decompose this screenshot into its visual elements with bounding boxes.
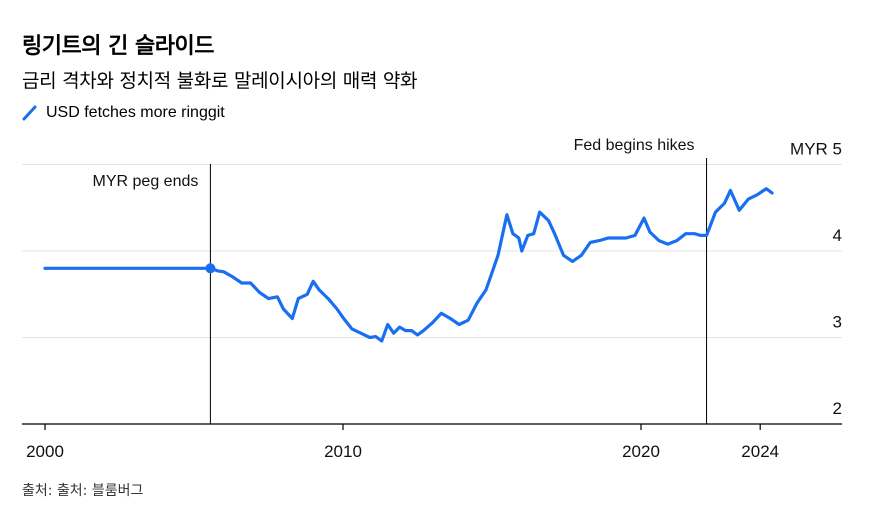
legend-label: USD fetches more ringgit [46,104,225,121]
annotation-label: Fed begins hikes [574,137,695,154]
chart-title: 링기트의 긴 슬라이드 [22,34,214,59]
annotation-label: MYR peg ends [93,173,199,190]
y-tick-label: MYR 5 [790,140,842,159]
x-tick-label: 2024 [741,442,779,461]
x-tick-label: 2000 [26,442,64,461]
peg-end-marker [205,263,216,274]
legend: USD fetches more ringgit [22,104,225,122]
series-line [43,187,774,343]
x-tick-label: 2010 [324,442,362,461]
y-tick-label: 4 [833,226,842,245]
chart-subtitle: 금리 격차와 정치적 불화로 말레이시아의 매력 약화 [22,70,418,92]
legend-line-icon [22,105,37,121]
y-tick-label: 2 [833,399,842,418]
source-note: 출처: 출처: 블룸버그 [22,483,144,499]
y-tick-label: 3 [833,313,842,332]
x-tick-label: 2020 [622,442,660,461]
